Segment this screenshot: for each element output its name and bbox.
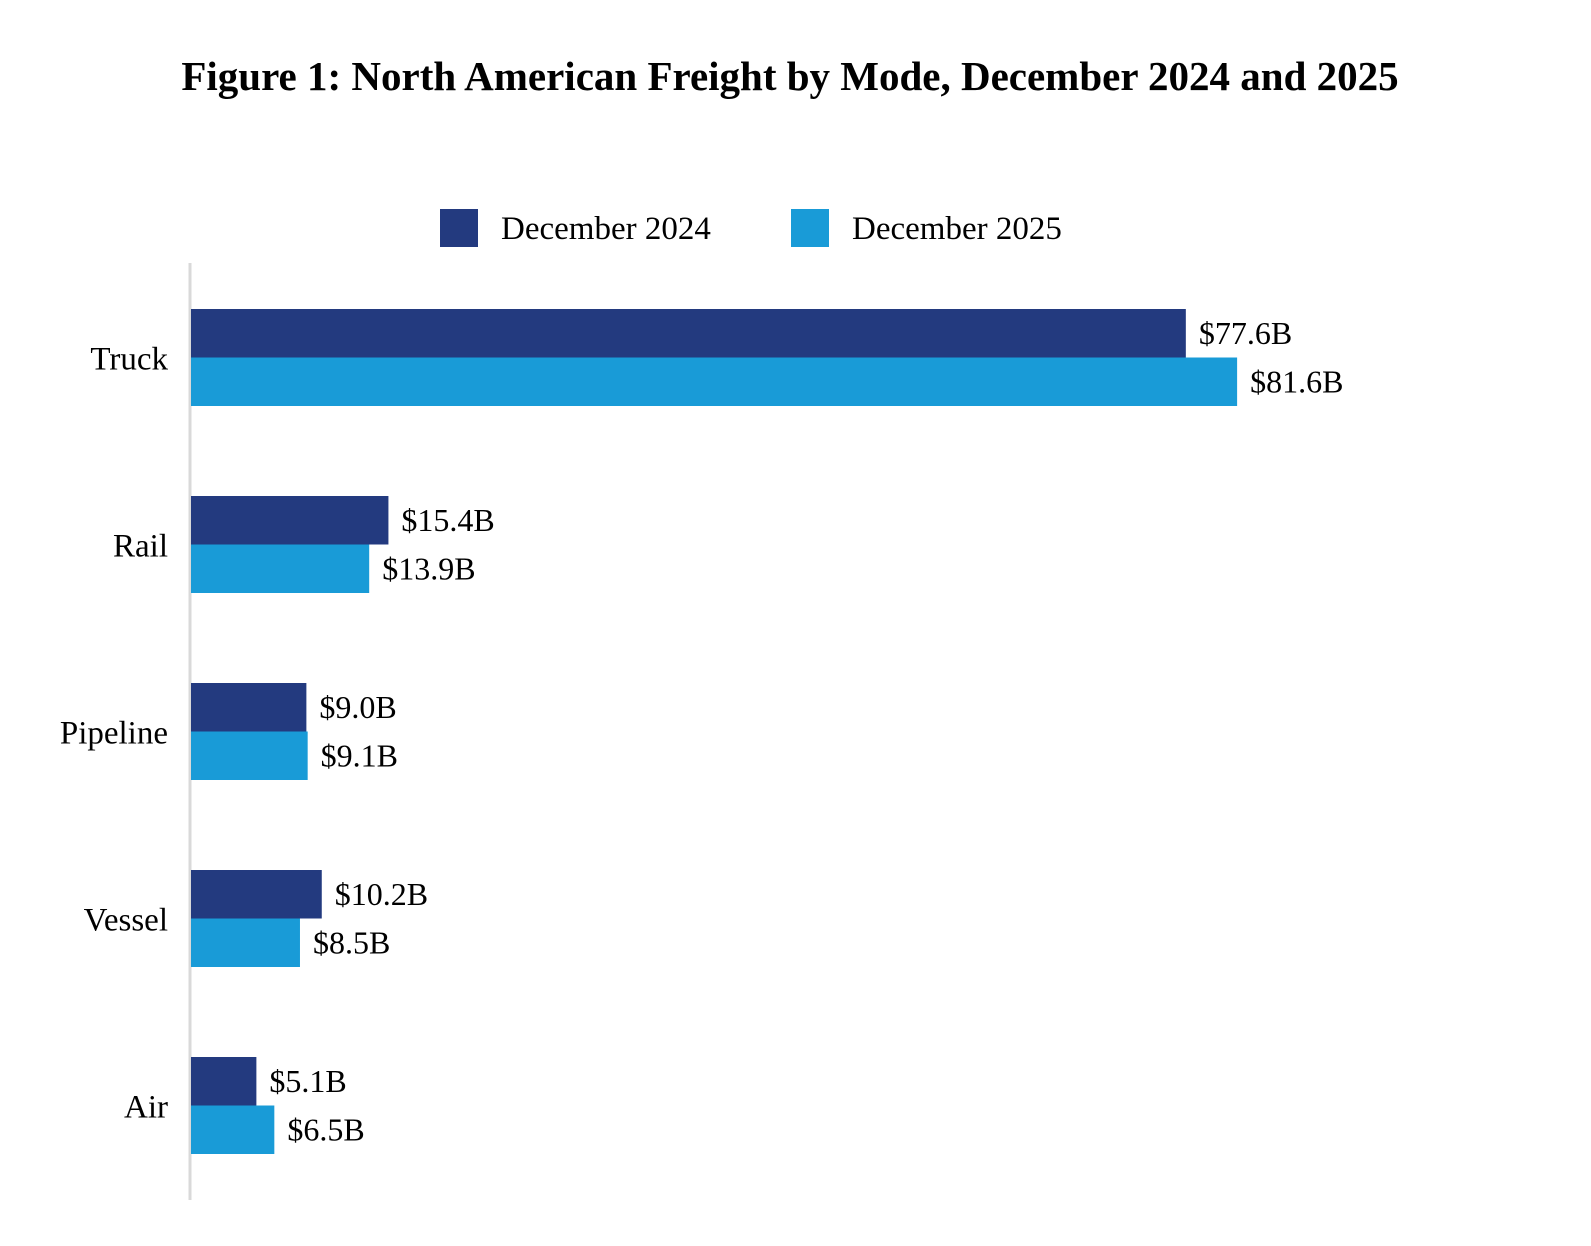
category-label: Rail xyxy=(113,529,168,565)
data-label: $5.1B xyxy=(269,1063,346,1099)
category-label: Vessel xyxy=(84,903,168,939)
bar xyxy=(191,544,370,593)
data-label: $13.9B xyxy=(382,551,475,587)
bar xyxy=(191,870,322,919)
data-label: $8.5B xyxy=(313,925,390,961)
legend-label: December 2025 xyxy=(852,211,1062,247)
chart-title: Figure 1: North American Freight by Mode… xyxy=(181,53,1398,99)
data-label: $81.6B xyxy=(1250,364,1343,400)
data-label: $15.4B xyxy=(401,502,494,538)
legend-swatch xyxy=(440,209,478,247)
bar xyxy=(191,683,307,732)
category-label: Truck xyxy=(90,342,168,378)
bar xyxy=(191,731,308,780)
bar xyxy=(191,309,1186,358)
plot-area: Truck $77.6B $81.6B Rail $15.4B $13.9B Pipelin… xyxy=(60,309,1343,1154)
bar xyxy=(191,357,1238,406)
bar xyxy=(191,918,300,967)
category-label: Air xyxy=(124,1090,168,1126)
legend-label: December 2024 xyxy=(501,211,711,247)
legend-swatch xyxy=(791,209,829,247)
bar xyxy=(191,496,389,545)
category-label: Pipeline xyxy=(60,716,168,752)
data-label: $9.1B xyxy=(321,738,398,774)
data-label: $10.2B xyxy=(335,876,428,912)
bar xyxy=(191,1105,275,1154)
legend: December 2024 December 2025 xyxy=(440,209,1062,247)
data-label: $6.5B xyxy=(287,1112,364,1148)
data-label: $77.6B xyxy=(1199,315,1292,351)
bar xyxy=(191,1057,257,1106)
data-label: $9.0B xyxy=(319,689,396,725)
